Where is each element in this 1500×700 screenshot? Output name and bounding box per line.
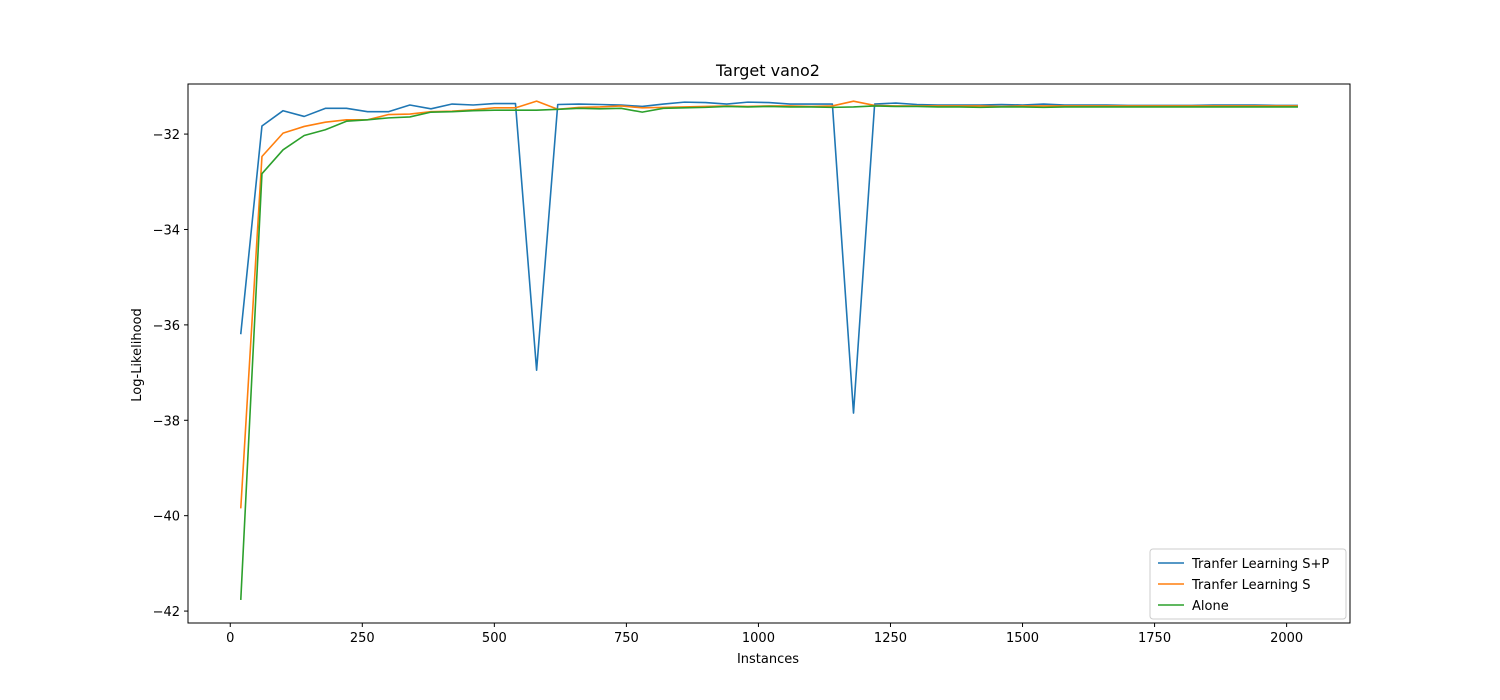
legend: Tranfer Learning S+P Tranfer Learning S Al…	[1149, 548, 1347, 620]
x-axis-label: Instances	[737, 652, 799, 667]
legend-box	[1149, 548, 1347, 620]
x-tick-label: 1750	[1138, 631, 1171, 646]
y-axis-ticks: −42 −40 −38 −36 −34 −32	[153, 128, 188, 620]
legend-label: Alone	[1192, 599, 1229, 614]
x-tick-label: 500	[482, 631, 507, 646]
axes-frame	[187, 83, 1351, 624]
y-tick-label: −40	[153, 510, 180, 525]
series-line-3	[239, 105, 1298, 600]
legend-label: Tranfer Learning S	[1191, 578, 1310, 593]
x-tick-label: 1500	[1006, 631, 1039, 646]
chart-title: Target vano2	[715, 61, 820, 80]
y-tick-label: −38	[153, 414, 180, 429]
legend-label: Tranfer Learning S+P	[1191, 557, 1329, 572]
y-tick-label: −34	[153, 223, 180, 238]
y-tick-label: −42	[153, 605, 180, 620]
y-axis-label: Log-Likelihood	[130, 308, 145, 401]
x-axis-ticks: 0 250 500 750 1000 1250 1500 1750 2000	[226, 623, 1303, 646]
x-tick-label: 250	[350, 631, 375, 646]
x-tick-label: 750	[614, 631, 639, 646]
y-tick-label: −36	[153, 319, 180, 334]
y-tick-label: −32	[153, 128, 180, 143]
x-tick-label: 0	[226, 631, 234, 646]
x-tick-label: 2000	[1270, 631, 1303, 646]
x-tick-label: 1250	[874, 631, 907, 646]
x-tick-label: 1000	[742, 631, 775, 646]
series-group	[239, 100, 1298, 600]
